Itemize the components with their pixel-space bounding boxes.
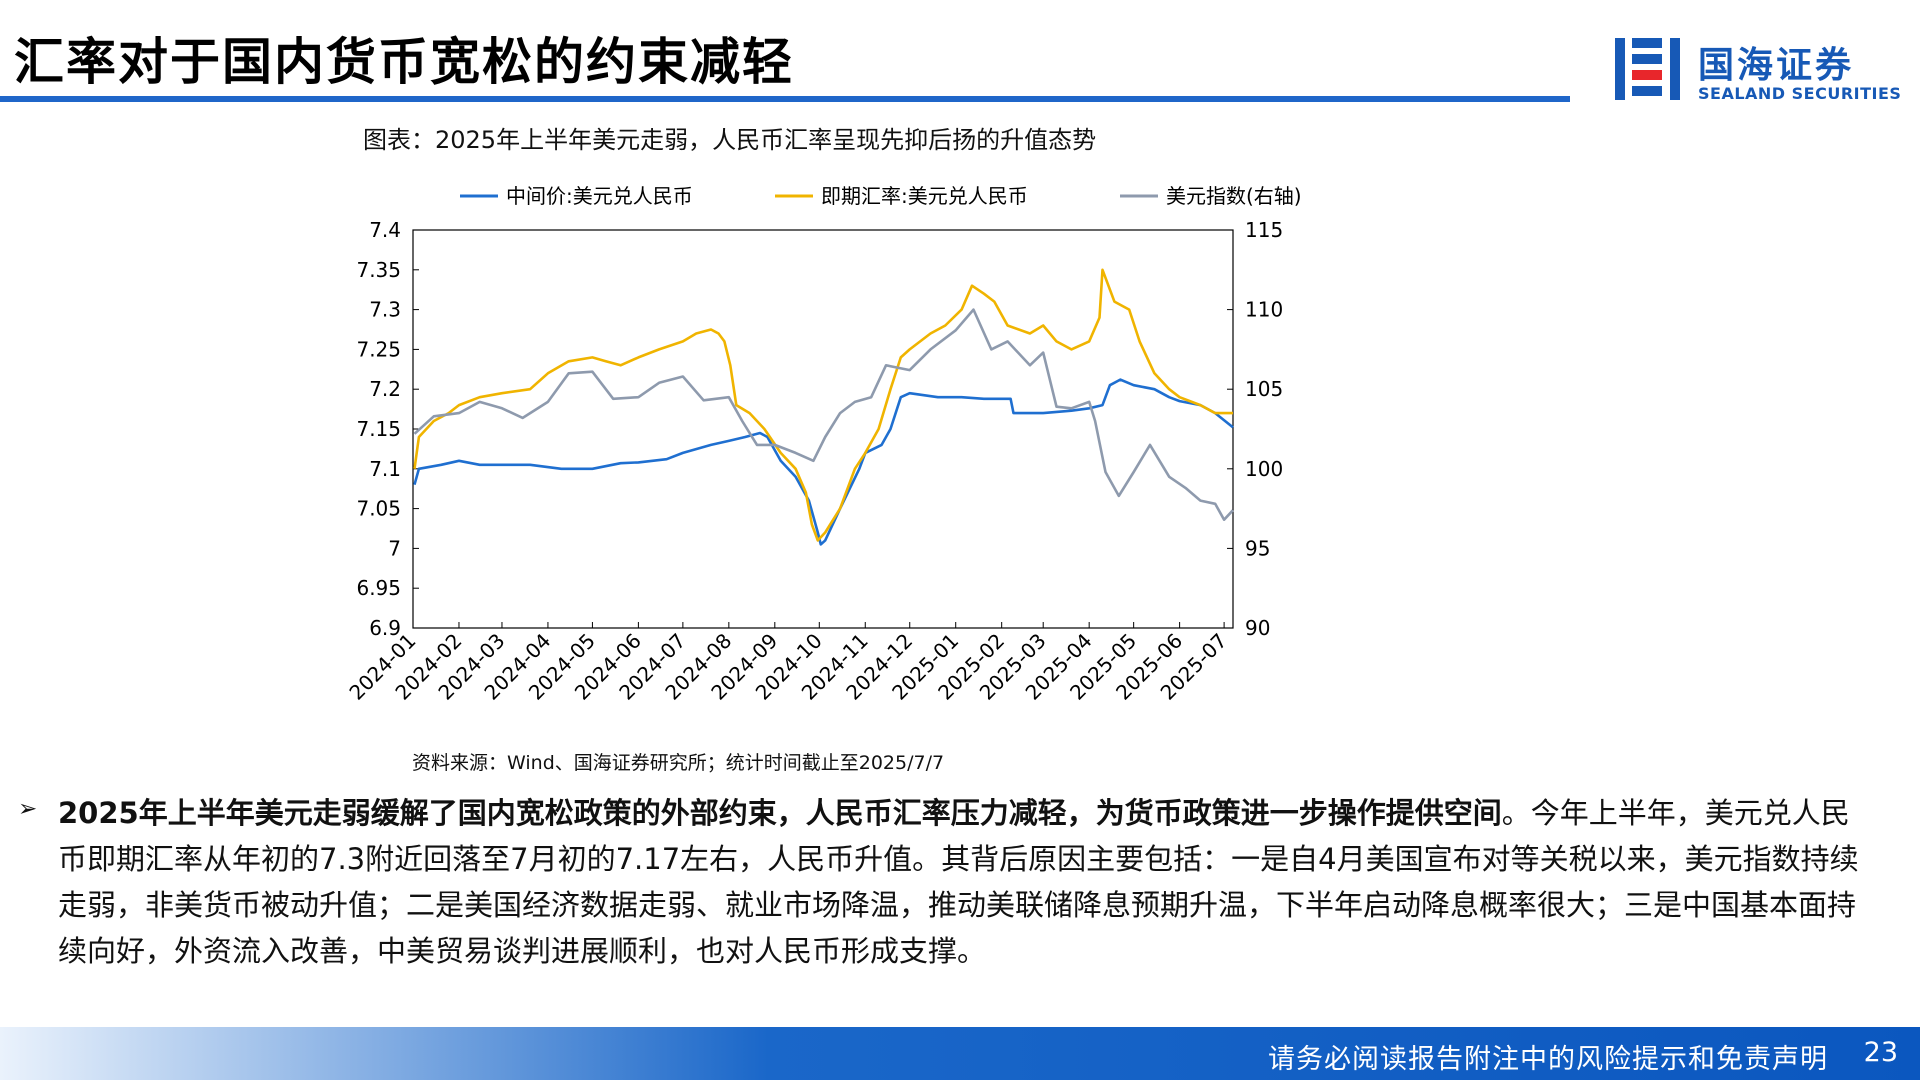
chart-legend: 中间价:美元兑人民币 即期汇率:美元兑人民币 美元指数(右轴): [460, 184, 1302, 208]
title-underline: [0, 96, 1570, 102]
analysis-text: 。今年上半年，美元兑人民币即期汇率从年初的7.3附近回落至7月初的7.17左右，…: [58, 796, 1859, 968]
left-tick-label: 7.2: [369, 377, 401, 401]
left-axis: 6.9 6.95 7 7.05 7.1 7.15 7.2 7.25 7.3 7.35 7.4: [356, 218, 419, 640]
page-title: 汇率对于国内货币宽松的约束减轻: [14, 33, 794, 91]
footer-bar: 请务必阅读报告附注中的风险提示和免责声明 23: [0, 1027, 1920, 1080]
legend-label: 美元指数(右轴): [1166, 184, 1302, 208]
right-tick-label: 100: [1245, 457, 1283, 481]
right-tick-label: 95: [1245, 536, 1270, 560]
sealand-logo-icon: [1615, 38, 1680, 100]
chart-caption: 图表：2025年上半年美元走弱，人民币汇率呈现先抑后扬的升值态势: [363, 126, 1097, 154]
left-tick-label: 7.25: [356, 337, 401, 361]
analysis-highlight: 2025年上半年美元走弱缓解了国内宽松政策的外部约束，人民币汇率压力减轻，为货币…: [58, 796, 1502, 830]
right-tick-label: 90: [1245, 616, 1270, 640]
right-tick-label: 115: [1245, 218, 1283, 242]
left-tick-label: 6.9: [369, 616, 401, 640]
bullet-arrow-icon: ➢: [18, 796, 38, 822]
page-number: 23: [1863, 1037, 1898, 1068]
left-tick-label: 7.4: [369, 218, 401, 242]
right-tick-label: 110: [1245, 298, 1283, 322]
left-tick-label: 6.95: [356, 576, 401, 600]
x-axis: 2024-012024-022024-032024-042024-052024-…: [344, 622, 1232, 705]
exchange-rate-chart: 中间价:美元兑人民币 即期汇率:美元兑人民币 美元指数(右轴) 6.9 6.95 7 7.…: [344, 184, 1302, 705]
left-tick-label: 7.1: [369, 457, 401, 481]
logo-name-en: SEALAND SECURITIES: [1698, 84, 1902, 103]
footer-disclaimer: 请务必阅读报告附注中的风险提示和免责声明: [1268, 1044, 1828, 1075]
legend-label: 即期汇率:美元兑人民币: [821, 184, 1028, 208]
left-tick-label: 7.3: [369, 298, 401, 322]
series-line-1: [413, 378, 1234, 546]
logo-name-cn: 国海证券: [1698, 45, 1855, 86]
series-line-2: [413, 268, 1233, 542]
analysis-paragraph: 2025年上半年美元走弱缓解了国内宽松政策的外部约束，人民币汇率压力减轻，为货币…: [58, 790, 1878, 974]
left-tick-label: 7.15: [356, 417, 401, 441]
source-note: 资料来源：Wind、国海证券研究所；统计时间截止至2025/7/7: [412, 752, 945, 774]
company-logo: 国海证券 SEALAND SECURITIES: [1612, 32, 1912, 108]
series-line-3: [413, 308, 1234, 522]
left-tick-label: 7: [388, 536, 401, 560]
right-axis: 90 95 100 105 110 115: [1227, 218, 1283, 640]
right-tick-label: 105: [1245, 377, 1283, 401]
left-tick-label: 7.35: [356, 258, 401, 282]
legend-label: 中间价:美元兑人民币: [506, 184, 693, 208]
series-group: [413, 268, 1234, 546]
left-tick-label: 7.05: [356, 497, 401, 521]
